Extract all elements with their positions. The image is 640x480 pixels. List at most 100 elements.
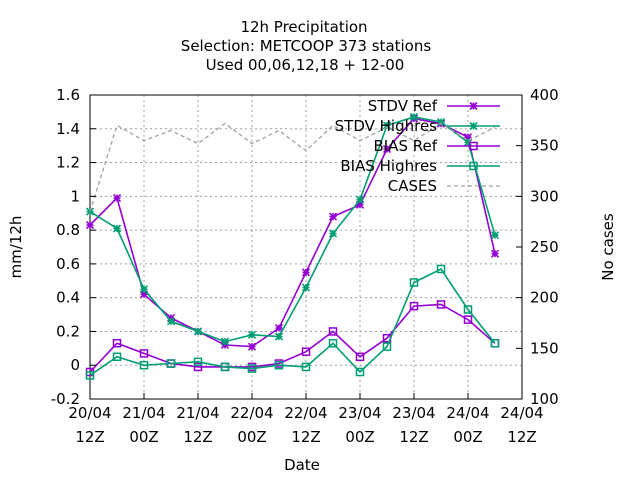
x-tick-label-hour: 12Z — [291, 428, 320, 446]
square-marker — [328, 327, 338, 336]
x-tick-label-hour: 00Z — [345, 428, 374, 446]
y-tick-label: 0 — [70, 356, 80, 374]
star-marker — [382, 144, 392, 154]
y2-tick-label: 400 — [530, 86, 559, 104]
square-marker — [301, 347, 311, 356]
x-tick-label-hour: 12Z — [399, 428, 428, 446]
star-marker — [85, 220, 95, 230]
x-tick-label-date: 24/04 — [500, 404, 543, 422]
series-line — [89, 303, 496, 373]
square-marker — [139, 360, 149, 370]
square-marker — [436, 264, 446, 274]
square-marker — [463, 305, 473, 314]
square-marker — [469, 161, 478, 171]
star-marker — [112, 193, 122, 203]
legend-label: BIAS Ref — [373, 137, 437, 155]
legend-label: CASES — [388, 177, 437, 195]
star-marker — [382, 121, 392, 130]
square-marker — [220, 362, 230, 372]
star-marker — [85, 207, 95, 216]
square-marker — [193, 362, 203, 372]
y-tick-label: 1.6 — [56, 86, 80, 104]
star-marker — [112, 224, 122, 233]
series-bias-highres — [85, 264, 500, 380]
title-line-2: Selection: METCOOP 373 stations — [181, 37, 432, 55]
star-marker — [469, 101, 478, 111]
y-tick-label: 0.4 — [56, 289, 80, 307]
star-marker — [247, 330, 257, 339]
x-tick-label-hour: 12Z — [183, 428, 212, 446]
star-marker — [409, 112, 419, 122]
y2-tick-label: 250 — [530, 238, 559, 256]
square-marker — [436, 300, 446, 309]
y2-tick-label: 200 — [530, 289, 559, 307]
y-tick-label: 0.6 — [56, 255, 80, 273]
y-tick-label: 1.2 — [56, 154, 80, 172]
square-marker — [490, 339, 500, 348]
y2-tick-label: 150 — [530, 339, 559, 357]
star-marker — [247, 342, 257, 351]
x-axis-label: Date — [284, 456, 320, 474]
series-line — [89, 116, 496, 343]
square-marker — [247, 364, 257, 373]
x-tick-label-hour: 00Z — [129, 428, 158, 446]
y-tick-label: 1 — [70, 187, 80, 205]
y-tick-label: 0.2 — [56, 322, 80, 340]
y-tick-label: -0.2 — [51, 390, 80, 408]
star-marker — [328, 212, 338, 221]
y-tick-label: 0.8 — [56, 221, 80, 239]
square-marker — [409, 301, 419, 311]
square-marker — [193, 357, 203, 367]
square-marker — [112, 339, 122, 348]
x-tick-label-date: 20/04 — [68, 404, 111, 422]
title-line-3: Used 00,06,12,18 + 12-00 — [206, 56, 405, 74]
star-marker — [139, 285, 149, 294]
x-tick-label-hour: 12Z — [75, 428, 104, 446]
square-marker — [85, 371, 95, 380]
legend: STDV Ref STDV Highres BIAS Ref BIAS Highres… — [335, 97, 500, 195]
y-axis-label: mm/12h — [7, 216, 25, 279]
y-tick-label: 1.4 — [56, 120, 80, 138]
square-marker — [463, 315, 473, 324]
star-marker — [490, 249, 500, 258]
star-marker — [328, 229, 338, 238]
x-tick-label-date: 22/04 — [230, 404, 273, 422]
x-tick-label-date: 23/04 — [338, 404, 381, 422]
series-line — [89, 267, 496, 377]
star-marker — [490, 231, 500, 240]
legend-label: STDV Ref — [368, 97, 438, 115]
legend-label: STDV Highres — [335, 117, 438, 135]
star-marker — [355, 195, 365, 204]
star-marker — [220, 337, 230, 346]
x-tick-label-hour: 00Z — [237, 428, 266, 446]
square-marker — [274, 360, 284, 370]
star-marker — [166, 317, 176, 326]
square-marker — [139, 349, 149, 358]
square-marker — [409, 278, 419, 287]
legend-label: BIAS Highres — [340, 157, 437, 175]
square-marker — [328, 339, 338, 348]
series-cases — [89, 122, 496, 212]
y2-tick-label: 300 — [530, 187, 559, 205]
square-marker — [301, 362, 311, 372]
axis-ticks: -0.2 0 0.2 0.4 0.6 0.8 1 1.2 1.4 1.6 100 150 200 250 3… — [51, 86, 559, 446]
square-marker — [382, 342, 392, 351]
series-group — [85, 112, 500, 380]
square-marker — [469, 141, 478, 151]
star-marker — [274, 324, 284, 333]
star-marker — [301, 283, 311, 292]
x-tick-label-date: 21/04 — [122, 404, 165, 422]
x-tick-label-date: 21/04 — [176, 404, 219, 422]
x-tick-label-date: 24/04 — [446, 404, 489, 422]
square-marker — [355, 367, 365, 377]
square-marker — [166, 359, 176, 368]
x-tick-label-hour: 12Z — [507, 428, 536, 446]
x-tick-label-hour: 00Z — [453, 428, 482, 446]
x-tick-label-date: 23/04 — [392, 404, 435, 422]
square-marker — [112, 352, 122, 362]
star-marker — [469, 121, 478, 131]
y2-tick-label: 100 — [530, 390, 559, 408]
star-marker — [193, 327, 203, 336]
